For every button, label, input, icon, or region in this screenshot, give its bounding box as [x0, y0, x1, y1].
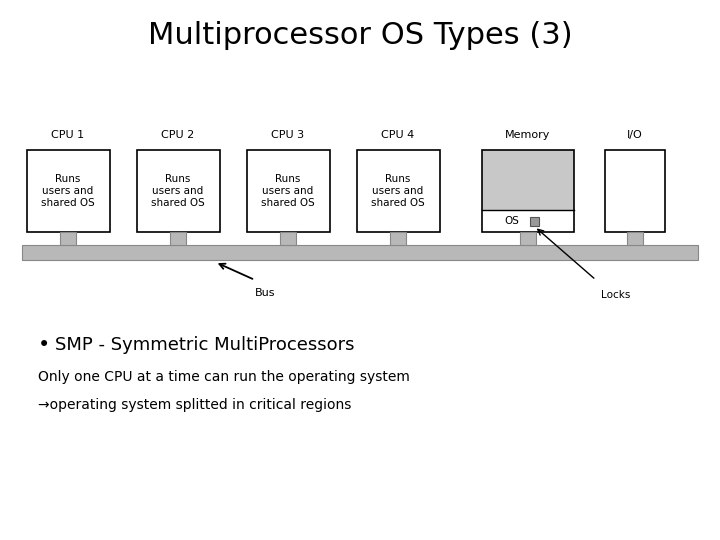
Text: •: • [38, 335, 50, 355]
Text: CPU 3: CPU 3 [271, 130, 305, 140]
Text: Runs
users and
shared OS: Runs users and shared OS [151, 174, 205, 207]
Bar [280, 232, 296, 245]
Bar [137, 150, 220, 232]
Text: Runs
users and
shared OS: Runs users and shared OS [41, 174, 95, 207]
Text: CPU 4: CPU 4 [382, 130, 415, 140]
Bar [605, 150, 665, 232]
Bar [60, 232, 76, 245]
Text: Only one CPU at a time can run the operating system: Only one CPU at a time can run the opera… [38, 370, 410, 384]
Bar [170, 232, 186, 245]
Text: OS: OS [505, 216, 519, 226]
Bar [530, 217, 539, 226]
Text: Multiprocessor OS Types (3): Multiprocessor OS Types (3) [148, 21, 572, 50]
Bar [482, 150, 574, 232]
Text: Memory: Memory [505, 130, 551, 140]
Bar [627, 232, 643, 245]
Bar [356, 150, 439, 232]
Text: CPU 2: CPU 2 [161, 130, 194, 140]
Text: Bus: Bus [255, 288, 275, 298]
Bar [482, 150, 574, 210]
Text: I/O: I/O [627, 130, 643, 140]
Text: Runs
users and
shared OS: Runs users and shared OS [261, 174, 315, 207]
Bar [482, 210, 574, 232]
Bar [246, 150, 330, 232]
Bar [27, 150, 109, 232]
Text: →operating system splitted in critical regions: →operating system splitted in critical r… [38, 398, 351, 412]
Text: Runs
users and
shared OS: Runs users and shared OS [371, 174, 425, 207]
Bar [520, 232, 536, 245]
Text: CPU 1: CPU 1 [51, 130, 84, 140]
Bar [390, 232, 406, 245]
Bar [22, 245, 698, 260]
Text: Locks: Locks [601, 290, 631, 300]
Text: SMP - Symmetric MultiProcessors: SMP - Symmetric MultiProcessors [55, 336, 354, 354]
